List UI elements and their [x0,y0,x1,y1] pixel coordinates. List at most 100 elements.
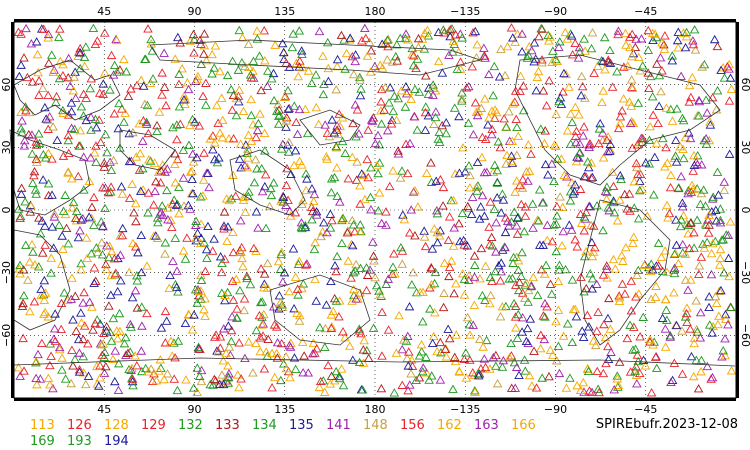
observation-marker [719,177,730,186]
observation-marker [338,380,349,390]
observation-marker [290,364,301,373]
observation-marker [300,104,311,114]
observation-marker [170,233,181,242]
observation-marker [510,187,520,196]
observation-marker [512,229,523,238]
observation-marker [117,189,128,198]
observation-marker [523,338,533,348]
observation-marker [659,44,670,53]
observation-marker [694,261,705,270]
observation-marker [432,237,443,247]
observation-marker [32,49,43,59]
observation-marker [567,117,577,127]
observation-marker [242,162,253,172]
observation-marker [680,42,691,52]
observation-marker [287,42,298,52]
observation-marker [584,142,594,151]
observation-marker [41,114,51,123]
observation-marker [487,241,498,250]
observation-marker [35,229,46,238]
legend-row-1: 113 126 128 129 132 133 134 135 141 148 156 162 163 1… [0,418,750,434]
observation-marker [643,45,654,55]
observation-marker [614,296,625,306]
observation-marker [276,144,287,153]
observation-marker [261,223,271,233]
observation-marker [259,269,270,278]
observation-marker [16,60,26,69]
observation-marker [240,161,250,170]
observation-marker [63,239,74,248]
observation-marker [704,135,715,145]
observation-marker [508,99,518,108]
observation-marker [282,163,292,173]
observation-marker [185,120,195,130]
observation-marker [232,304,242,313]
observation-marker [537,58,547,67]
observation-marker [40,240,50,249]
observation-marker [87,202,97,211]
observation-marker [127,292,138,302]
observation-marker [298,368,308,377]
observation-marker [322,227,332,237]
observation-marker [16,124,26,133]
observation-marker [226,193,237,203]
observation-marker [692,159,703,169]
observation-marker [187,325,198,334]
observation-marker [243,144,253,153]
observation-marker [671,157,682,166]
observation-marker [672,104,682,113]
observation-marker [63,295,73,304]
observation-marker [354,129,364,138]
observation-marker [136,186,146,195]
observation-marker [75,48,86,57]
observation-marker [43,312,54,321]
observation-marker [136,302,147,311]
observation-marker [488,90,498,100]
observation-marker [481,335,492,345]
observation-marker [579,34,589,43]
observation-marker [193,286,204,296]
observation-marker [587,27,598,37]
observation-marker [448,241,459,250]
observation-marker [361,345,372,355]
observation-marker [680,275,691,284]
observation-marker [195,344,205,354]
observation-marker [150,186,160,196]
observation-marker [725,217,736,226]
observation-marker [441,352,452,361]
observation-marker [686,187,697,196]
observation-marker [579,251,590,261]
observation-marker [75,63,85,73]
bottom-longitude-label: 45 [97,403,111,416]
observation-marker [85,153,96,162]
observation-marker [564,220,575,229]
observation-marker [688,36,698,45]
observation-marker [293,259,304,269]
observation-marker [28,178,38,187]
observation-marker [495,312,506,321]
observation-marker [102,240,112,250]
observation-marker [124,193,135,202]
observation-marker [684,97,695,106]
observation-marker [180,318,191,327]
observation-marker [426,264,437,273]
observation-marker [195,192,206,201]
observation-marker [274,304,284,313]
observation-marker [348,220,359,229]
observation-marker [296,160,307,169]
observation-marker [128,238,138,248]
observation-marker [470,387,480,396]
observation-marker [265,183,276,193]
observation-marker [663,213,673,222]
observation-marker [622,61,633,70]
observation-marker [715,218,726,227]
observation-marker [527,199,538,208]
observation-marker [433,56,444,66]
observation-marker [223,321,234,330]
observation-marker [711,298,722,307]
observation-marker [56,259,67,268]
observation-marker [720,350,730,360]
legend-item: 193 [67,434,92,449]
observation-markers [13,23,737,397]
observation-marker [669,249,680,259]
